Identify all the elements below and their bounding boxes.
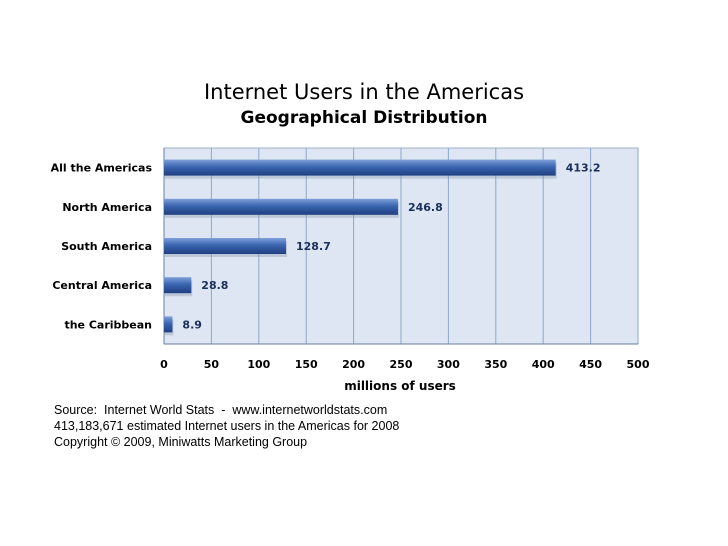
grid-lines (163, 148, 639, 345)
labels: 0 50 100 150 200 250 300 350 400 450 500 All the Am… (51, 162, 650, 371)
category-label: the Caribbean (64, 318, 152, 331)
x-tick-label: 300 (437, 358, 460, 371)
bar (164, 159, 556, 176)
x-tick-label: 400 (532, 358, 555, 371)
x-tick-label: 150 (295, 358, 318, 371)
value-label: 28.8 (201, 279, 228, 292)
bar (164, 277, 192, 294)
value-label: 246.8 (408, 201, 443, 214)
value-label: 128.7 (296, 240, 331, 253)
x-tick-label: 100 (247, 358, 270, 371)
category-label: North America (62, 201, 152, 214)
x-tick-label: 200 (342, 358, 365, 371)
category-label: All the Americas (51, 162, 153, 175)
bar (164, 316, 173, 333)
category-label: Central America (52, 279, 152, 292)
x-tick-label: 450 (579, 358, 602, 371)
x-tick-label: 350 (484, 358, 507, 371)
chart-title: Internet Users in the Americas (203, 80, 525, 104)
bars (164, 159, 557, 336)
x-tick-label: 250 (390, 358, 413, 371)
bar (164, 238, 287, 254)
value-label: 413.2 (566, 162, 601, 175)
footer-source: Source: Internet World Stats - www.inter… (54, 403, 388, 417)
x-tick-label: 50 (204, 358, 220, 371)
x-axis-label: millions of users (344, 379, 456, 393)
x-tick-label: 500 (627, 358, 650, 371)
footer-estimate: 413,183,671 estimated Internet users in … (54, 419, 400, 433)
chart-subtitle: Geographical Distribution (240, 108, 488, 128)
bar (164, 198, 398, 215)
footer-copyright: Copyright © 2009, Miniwatts Marketing Gr… (54, 435, 308, 449)
category-label: South America (61, 240, 152, 253)
value-label: 8.9 (182, 318, 202, 331)
x-tick-label: 0 (160, 358, 168, 371)
